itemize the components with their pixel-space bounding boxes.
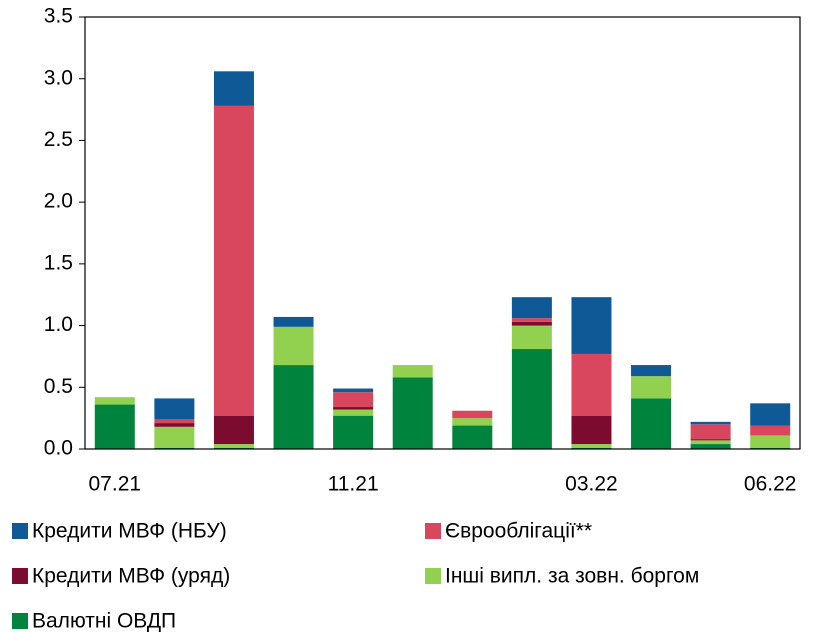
legend-label: Кредити МВФ (уряд) [32, 565, 230, 588]
bar-segment [690, 424, 731, 440]
legend-swatch [12, 613, 28, 629]
y-tick-label: 2.0 [44, 190, 73, 213]
y-tick-label: 3.5 [44, 5, 73, 28]
bar-segment [690, 421, 731, 425]
bar-segment [631, 398, 672, 449]
bar-segment [333, 407, 374, 410]
bar-segment [750, 425, 791, 436]
bar-segment [94, 404, 135, 449]
legend-swatch [425, 568, 441, 584]
bar-segment [392, 365, 433, 378]
bar-segment [631, 365, 672, 377]
bar-segment [154, 447, 195, 449]
bar-segment [154, 398, 195, 420]
y-tick-label: 0.5 [44, 375, 73, 398]
y-tick-label: 1.0 [44, 313, 73, 336]
bar-segment [452, 410, 493, 419]
bar-segment [511, 318, 552, 322]
bar-segment [154, 423, 195, 427]
legend-label: Єврооблігації** [445, 520, 592, 543]
bar-segment [690, 444, 731, 449]
bar-segment [571, 447, 612, 449]
bar-segment [690, 439, 731, 441]
x-tick-label: 07.21 [89, 473, 142, 496]
bar-segment [154, 419, 195, 424]
bar-segment [273, 316, 314, 327]
bar-segment [631, 376, 672, 399]
bar-segment [511, 325, 552, 350]
y-tick-label: 3.0 [44, 66, 73, 89]
bar-segment [154, 426, 195, 448]
bar-segment [571, 415, 612, 445]
bar-segment [750, 403, 791, 426]
bar-segment [511, 349, 552, 449]
bar-segment [571, 297, 612, 354]
x-tick-label: 03.22 [565, 473, 618, 496]
legend-label: Інші випл. за зовн. боргом [445, 565, 699, 588]
bar-segment [273, 326, 314, 366]
plot-frame [84, 16, 801, 450]
bar-segment [690, 440, 731, 445]
bar-segment [750, 447, 791, 449]
bar-segment [511, 321, 552, 326]
bar-segment [452, 425, 493, 449]
y-tick-label: 1.5 [44, 251, 73, 274]
bar-segment [213, 105, 254, 416]
bar-segment [452, 418, 493, 426]
bar-segment [213, 71, 254, 106]
bar-segment [213, 447, 254, 449]
bar-segment [333, 388, 374, 393]
legend-label: Валютні ОВДП [32, 610, 176, 632]
bar-segment [333, 392, 374, 408]
bar-segment [273, 365, 314, 449]
bar-segment [571, 444, 612, 448]
bar-segment [213, 415, 254, 445]
bar-segment [750, 435, 791, 448]
y-tick-label: 2.5 [44, 128, 73, 151]
bar-segment [333, 409, 374, 416]
legend-label: Кредити МВФ (НБУ) [32, 520, 227, 543]
bar-segment [511, 297, 552, 319]
y-tick-label: 0.0 [44, 437, 73, 460]
bar-segment [571, 353, 612, 416]
bar-segment [333, 415, 374, 449]
legend-swatch [12, 568, 28, 584]
bar-segment [213, 444, 254, 448]
x-tick-label: 06.22 [744, 473, 797, 496]
bar-segment [94, 397, 135, 405]
legend-swatch [12, 523, 28, 539]
legend-swatch [425, 523, 441, 539]
bar-segment [392, 377, 433, 449]
x-tick-label: 11.21 [328, 473, 379, 496]
